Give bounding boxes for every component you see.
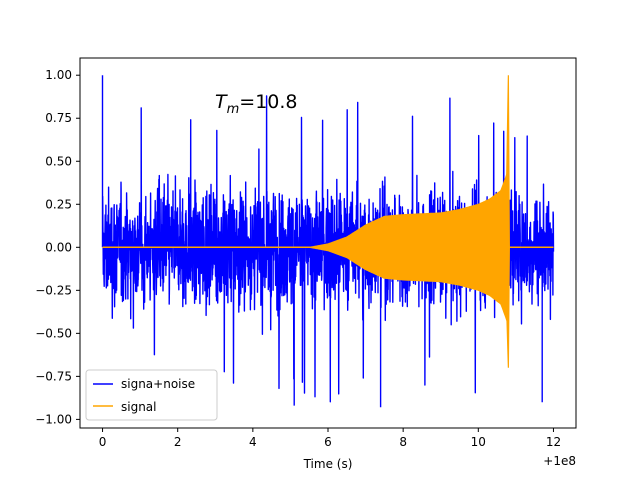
x-axis-offset-label: +1e8 (543, 454, 576, 468)
x-tick-label: 8 (399, 435, 407, 449)
y-tick-label: 0.00 (45, 240, 72, 254)
y-tick-label: 0.50 (45, 154, 72, 168)
merger-time-annotation: Tm=10.8 (215, 91, 298, 117)
x-tick-label: 0 (99, 435, 107, 449)
annotation-value: =10.8 (239, 91, 297, 113)
plot-area (101, 75, 555, 408)
x-tick-label: 6 (324, 435, 332, 449)
y-tick-label: 0.25 (45, 197, 72, 211)
x-tick-label: 10 (471, 435, 486, 449)
y-tick-label: 0.75 (45, 111, 72, 125)
x-tick-label: 12 (546, 435, 561, 449)
series-signa-noise-line (101, 75, 555, 408)
y-tick-label: −0.25 (35, 283, 72, 297)
y-tick-label: −0.75 (35, 369, 72, 383)
legend-label-signal: signal (121, 400, 157, 414)
signal-merger-peak (505, 75, 510, 368)
annotation-base: T (215, 91, 228, 113)
annotation-subscript: m (227, 102, 240, 117)
legend-label-noise: signa+noise (121, 377, 195, 391)
x-tick-label: 4 (249, 435, 257, 449)
x-tick-label: 2 (174, 435, 182, 449)
legend: signa+noise signal (85, 369, 218, 421)
y-axis: 1.00 0.75 0.50 0.25 0.00 −0.25 −0.50 −0.75 −1.00 (35, 68, 80, 426)
x-axis: 0 2 4 6 8 10 12 (99, 428, 561, 449)
y-tick-label: −0.50 (35, 326, 72, 340)
y-tick-label: 1.00 (45, 68, 72, 82)
y-tick-label: −1.00 (35, 412, 72, 426)
x-axis-label: Time (s) (303, 457, 353, 471)
legend-box (85, 369, 218, 421)
